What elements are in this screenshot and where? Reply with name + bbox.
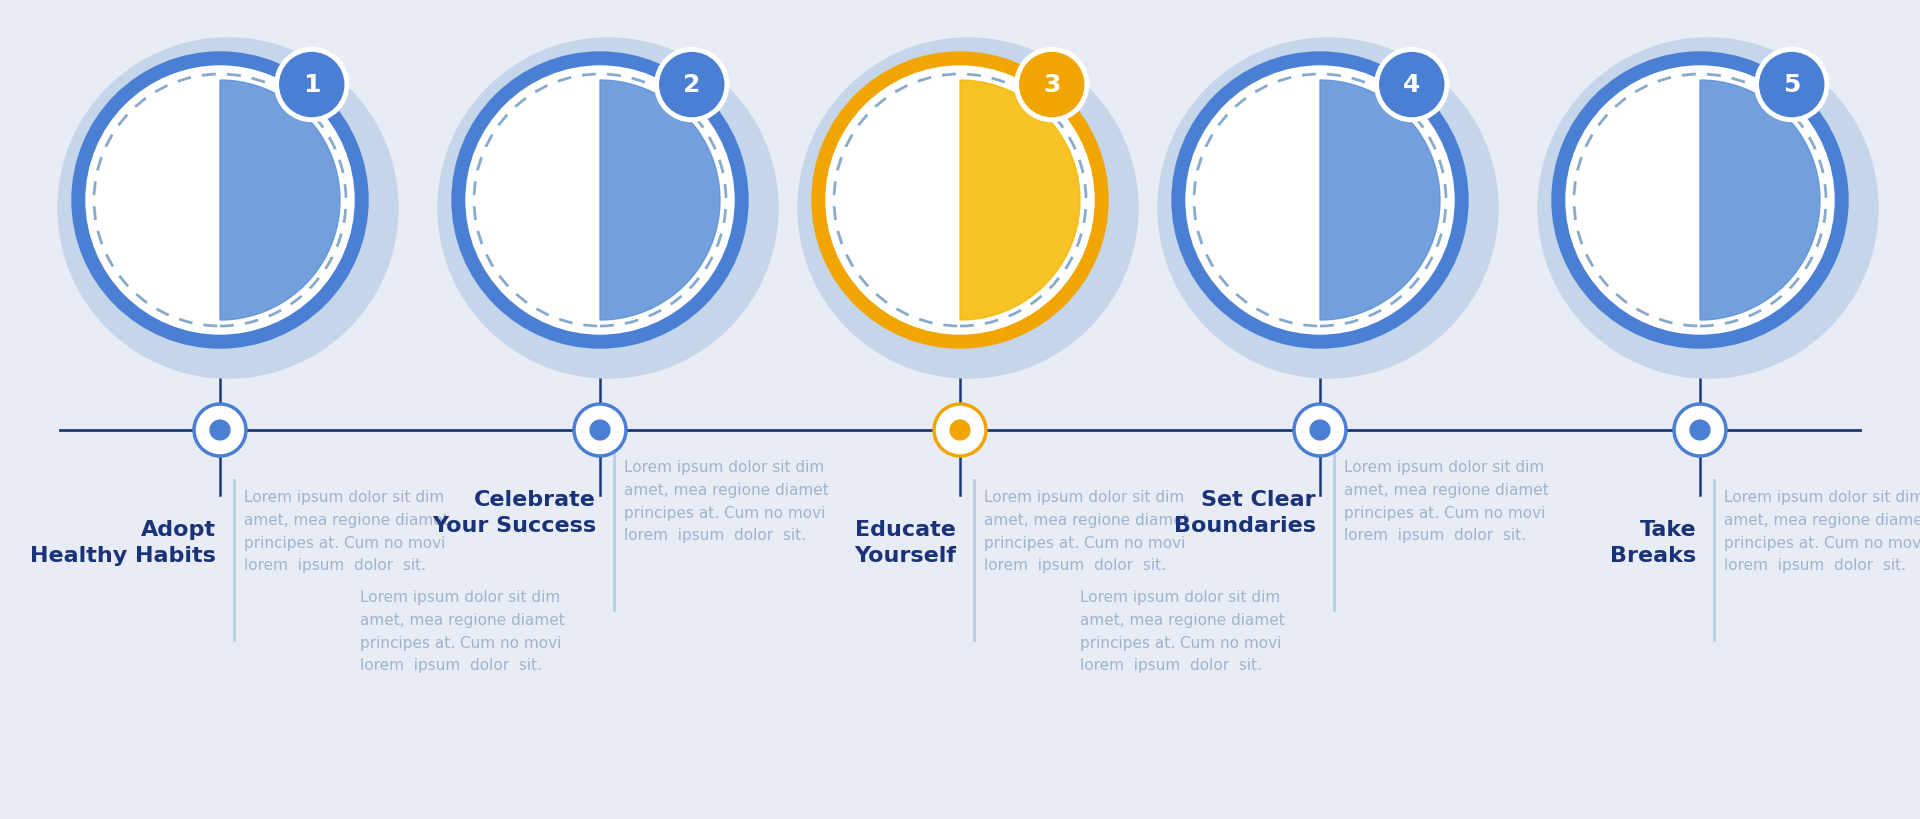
Text: Educate
Yourself: Educate Yourself: [854, 520, 956, 567]
Polygon shape: [221, 80, 340, 320]
Text: Lorem ipsum dolor sit dim
amet, mea regione diamet
principes at. Cum no movi
lor: Lorem ipsum dolor sit dim amet, mea regi…: [1724, 490, 1920, 573]
Text: Lorem ipsum dolor sit dim
amet, mea regione diamet
principes at. Cum no movi
lor: Lorem ipsum dolor sit dim amet, mea regi…: [244, 490, 449, 573]
Text: 4: 4: [1404, 73, 1421, 97]
Text: Take
Breaks: Take Breaks: [1609, 520, 1695, 567]
Circle shape: [1375, 48, 1450, 121]
Circle shape: [58, 38, 397, 378]
Circle shape: [1380, 52, 1444, 116]
Text: Lorem ipsum dolor sit dim
amet, mea regione diamet
principes at. Cum no movi
lor: Lorem ipsum dolor sit dim amet, mea regi…: [1079, 590, 1284, 673]
Circle shape: [1020, 52, 1083, 116]
Circle shape: [1690, 420, 1711, 440]
Circle shape: [655, 48, 730, 121]
Circle shape: [826, 66, 1094, 334]
Text: Celebrate
Your Success: Celebrate Your Success: [432, 490, 595, 536]
Circle shape: [1309, 420, 1331, 440]
Polygon shape: [1321, 80, 1440, 320]
Text: 5: 5: [1784, 73, 1801, 97]
Circle shape: [933, 404, 987, 456]
Circle shape: [589, 420, 611, 440]
Polygon shape: [960, 80, 1079, 320]
Circle shape: [1580, 80, 1820, 320]
Circle shape: [1016, 48, 1089, 121]
Circle shape: [194, 404, 246, 456]
Text: Lorem ipsum dolor sit dim
amet, mea regione diamet
principes at. Cum no movi
lor: Lorem ipsum dolor sit dim amet, mea regi…: [1344, 460, 1549, 543]
Circle shape: [1761, 52, 1824, 116]
Polygon shape: [599, 80, 720, 320]
Circle shape: [574, 404, 626, 456]
Text: Lorem ipsum dolor sit dim
amet, mea regione diamet
principes at. Cum no movi
lor: Lorem ipsum dolor sit dim amet, mea regi…: [361, 590, 564, 673]
Polygon shape: [1699, 80, 1820, 320]
Circle shape: [1294, 404, 1346, 456]
Text: 2: 2: [684, 73, 701, 97]
Text: 3: 3: [1043, 73, 1060, 97]
Circle shape: [1187, 66, 1453, 334]
Circle shape: [1158, 38, 1498, 378]
Circle shape: [950, 420, 970, 440]
Circle shape: [1567, 66, 1834, 334]
Text: Adopt
Healthy Habits: Adopt Healthy Habits: [31, 520, 215, 567]
Circle shape: [1674, 404, 1726, 456]
Circle shape: [100, 80, 340, 320]
Circle shape: [73, 52, 369, 348]
Text: Lorem ipsum dolor sit dim
amet, mea regione diamet
principes at. Cum no movi
lor: Lorem ipsum dolor sit dim amet, mea regi…: [983, 490, 1188, 573]
Text: Set Clear
Boundaries: Set Clear Boundaries: [1173, 490, 1315, 536]
Circle shape: [275, 48, 349, 121]
Text: Lorem ipsum dolor sit dim
amet, mea regione diamet
principes at. Cum no movi
lor: Lorem ipsum dolor sit dim amet, mea regi…: [624, 460, 829, 543]
Circle shape: [451, 52, 749, 348]
Circle shape: [209, 420, 230, 440]
Circle shape: [812, 52, 1108, 348]
Circle shape: [799, 38, 1139, 378]
Circle shape: [1551, 52, 1847, 348]
Circle shape: [86, 66, 353, 334]
Circle shape: [1171, 52, 1469, 348]
Text: 1: 1: [303, 73, 321, 97]
Circle shape: [1755, 48, 1828, 121]
Circle shape: [660, 52, 724, 116]
Circle shape: [841, 80, 1079, 320]
Circle shape: [438, 38, 778, 378]
Circle shape: [280, 52, 344, 116]
Circle shape: [1538, 38, 1878, 378]
Circle shape: [467, 66, 733, 334]
Circle shape: [1200, 80, 1440, 320]
Circle shape: [480, 80, 720, 320]
